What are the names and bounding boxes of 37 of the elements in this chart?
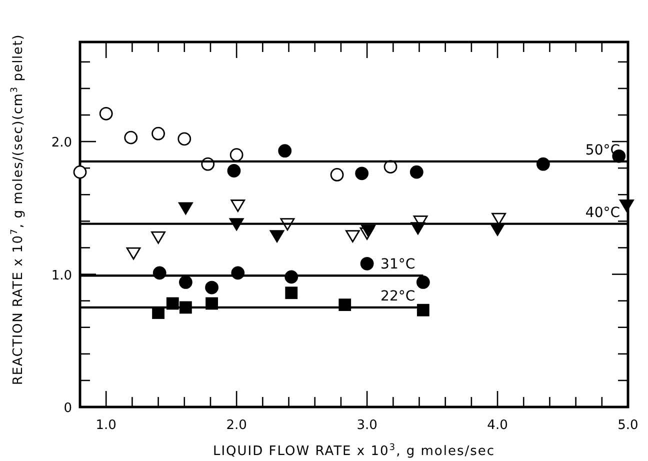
point: [285, 286, 298, 300]
point: [416, 304, 430, 316]
point: [227, 164, 241, 178]
point: [355, 166, 369, 180]
point: [361, 224, 376, 238]
x-tick-label: 4.0: [487, 418, 508, 433]
y-tick-label: 0: [64, 401, 72, 416]
point: [416, 276, 430, 289]
point: [178, 276, 192, 289]
x-tick-label: 5.0: [618, 418, 638, 433]
point: [178, 202, 193, 215]
point: [330, 168, 344, 182]
point: [126, 247, 141, 260]
y-tick-label: 1.0: [51, 268, 72, 284]
x-tick-label: 2.0: [226, 418, 247, 433]
point: [73, 165, 87, 179]
point: [99, 106, 113, 120]
point: [152, 126, 165, 140]
point: [345, 230, 360, 242]
point: [151, 231, 166, 244]
point: [619, 200, 634, 212]
x-tick-label: 1.0: [96, 418, 116, 433]
point: [205, 280, 218, 294]
annotation: 31°C: [380, 256, 416, 273]
y-tick-label: 2.0: [51, 136, 72, 151]
x-tick-label: 3.0: [356, 418, 378, 433]
point: [124, 130, 138, 144]
point: [230, 148, 244, 162]
point: [410, 165, 424, 179]
point: [360, 256, 374, 270]
annotation: 40°C: [585, 204, 620, 221]
point: [230, 200, 246, 212]
point: [278, 144, 292, 158]
annotation: 22°C: [380, 288, 416, 304]
point: [270, 230, 284, 242]
x-axis-title: LIQUID FLOW RATE x 10$^{3}$, g moles/sec: [212, 443, 496, 459]
point: [178, 132, 192, 146]
